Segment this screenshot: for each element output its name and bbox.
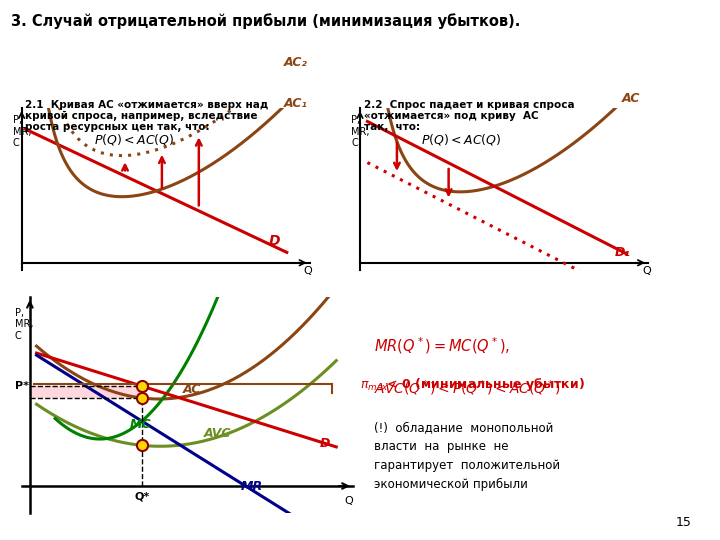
Text: D: D xyxy=(320,437,330,450)
Text: $AVC(Q^*) < P(Q^*) < AC(Q^*)$: $AVC(Q^*) < P(Q^*) < AC(Q^*)$ xyxy=(374,378,562,397)
Text: AC: AC xyxy=(622,92,641,105)
Text: P,
MR,
C: P, MR, C xyxy=(351,115,369,148)
Text: D: D xyxy=(269,234,281,248)
Text: P*: P* xyxy=(15,381,29,391)
Text: 3. Случай отрицательной прибыли (минимизация убытков).: 3. Случай отрицательной прибыли (минимиз… xyxy=(11,14,520,29)
Text: «отжимается» под криву  AC: «отжимается» под криву AC xyxy=(364,111,539,121)
Text: так,  что:: так, что: xyxy=(364,122,420,132)
Text: кривой спроса, например, вследствие: кривой спроса, например, вследствие xyxy=(25,111,258,121)
Text: Q: Q xyxy=(344,496,353,506)
Text: (!)  обладание  монопольной
власти  на  рынке  не
гарантирует  положительной
эко: (!) обладание монопольной власти на рынк… xyxy=(374,421,561,491)
Text: 2.1  Кривая AC «отжимается» вверх над: 2.1 Кривая AC «отжимается» вверх над xyxy=(25,100,269,110)
Text: 2.2  Спрос падает и кривая спроса: 2.2 Спрос падает и кривая спроса xyxy=(364,100,575,110)
Text: 15: 15 xyxy=(675,516,691,529)
Text: MR: MR xyxy=(241,480,263,493)
Text: AC: AC xyxy=(183,382,202,396)
Text: $\pi_{max}$< 0 (минимальные убытки): $\pi_{max}$< 0 (минимальные убытки) xyxy=(360,376,585,393)
Text: Q: Q xyxy=(304,266,312,276)
Text: D₁: D₁ xyxy=(615,246,631,259)
Text: MC: MC xyxy=(130,418,151,431)
Text: Q: Q xyxy=(642,266,651,276)
Text: $P(Q) < AC(Q)$: $P(Q) < AC(Q)$ xyxy=(94,132,174,147)
Text: P,
MR,
C: P, MR, C xyxy=(13,115,31,148)
Text: $MR(Q^*) = MC(Q^*),$: $MR(Q^*) = MC(Q^*),$ xyxy=(374,335,510,355)
Bar xyxy=(30,386,142,398)
Text: AC₂: AC₂ xyxy=(284,56,307,69)
Text: $P(Q) < AC(Q)$: $P(Q) < AC(Q)$ xyxy=(421,132,502,147)
Text: Q*: Q* xyxy=(134,491,150,502)
Text: P,
MR,
C: P, MR, C xyxy=(15,308,33,341)
Text: AC₁: AC₁ xyxy=(284,97,307,110)
Text: AVC: AVC xyxy=(204,427,231,440)
Text: роста ресурсных цен так, что:: роста ресурсных цен так, что: xyxy=(25,122,210,132)
